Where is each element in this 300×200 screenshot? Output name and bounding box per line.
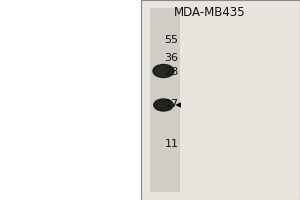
Bar (150, 8, 180, 192)
Text: 55: 55 (164, 35, 178, 45)
Text: 28: 28 (164, 67, 178, 77)
Text: 11: 11 (164, 139, 178, 149)
Text: 36: 36 (164, 53, 178, 63)
Ellipse shape (154, 99, 173, 111)
Bar (141, 0, 300, 200)
Ellipse shape (153, 64, 174, 77)
Text: MDA-MB435: MDA-MB435 (174, 6, 246, 20)
Text: 17: 17 (164, 99, 178, 109)
